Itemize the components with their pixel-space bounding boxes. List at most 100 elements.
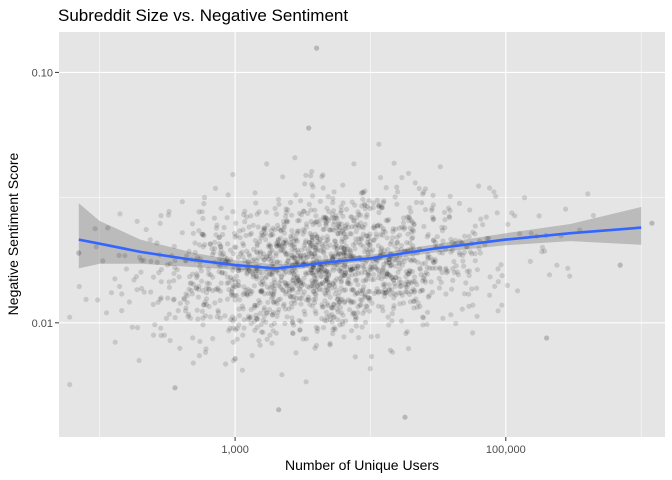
- data-point: [167, 261, 173, 267]
- data-point: [246, 267, 252, 274]
- data-point: [323, 318, 330, 324]
- data-point: [386, 287, 392, 293]
- data-point: [342, 260, 348, 266]
- data-point: [205, 286, 212, 292]
- y-tick-label: 0.10: [32, 67, 53, 79]
- data-point: [361, 201, 367, 207]
- data-point: [257, 288, 263, 294]
- data-point: [252, 268, 258, 274]
- data-point: [193, 286, 199, 292]
- data-point: [486, 235, 492, 241]
- data-point: [375, 290, 382, 296]
- data-point: [252, 302, 258, 308]
- data-point: [359, 203, 365, 209]
- data-point: [281, 218, 287, 224]
- data-point: [256, 297, 262, 304]
- data-point: [312, 345, 318, 351]
- data-point: [293, 258, 300, 265]
- data-point: [331, 314, 337, 321]
- data-point: [268, 322, 274, 328]
- data-point: [290, 319, 296, 325]
- data-point: [331, 314, 337, 320]
- data-point: [334, 306, 340, 312]
- data-point: [230, 171, 236, 178]
- data-point: [326, 209, 332, 215]
- data-point: [289, 320, 295, 326]
- data-point: [313, 279, 319, 285]
- data-point: [406, 170, 412, 176]
- data-point: [248, 230, 254, 236]
- data-point: [331, 244, 337, 250]
- data-point: [236, 265, 242, 272]
- data-point: [218, 205, 224, 211]
- data-point: [259, 232, 265, 239]
- data-point: [291, 255, 298, 261]
- data-point: [333, 225, 339, 231]
- data-point: [413, 199, 420, 205]
- data-point: [283, 289, 289, 295]
- data-point: [239, 367, 245, 373]
- data-point: [288, 240, 294, 246]
- data-point: [219, 252, 225, 258]
- data-point: [291, 297, 297, 304]
- data-point: [201, 233, 207, 239]
- data-point: [322, 254, 329, 261]
- data-point: [150, 332, 157, 338]
- data-point: [323, 219, 330, 225]
- data-point: [274, 300, 280, 307]
- data-point: [399, 175, 405, 181]
- data-point: [285, 258, 291, 264]
- data-point: [269, 295, 275, 301]
- data-point: [280, 248, 286, 254]
- data-point: [376, 204, 382, 210]
- data-point: [495, 279, 501, 285]
- data-point: [410, 228, 417, 234]
- data-point: [389, 275, 395, 281]
- data-point: [158, 266, 164, 273]
- data-point: [332, 238, 338, 244]
- data-point: [290, 278, 296, 284]
- data-point: [229, 277, 235, 283]
- data-point: [367, 238, 373, 244]
- data-point: [365, 269, 371, 275]
- data-point: [456, 200, 463, 206]
- data-point: [148, 258, 154, 264]
- data-point: [265, 243, 271, 250]
- data-point: [401, 300, 407, 306]
- data-point: [477, 250, 483, 256]
- data-point: [201, 201, 207, 207]
- smooth-line-layer: [78, 226, 642, 270]
- data-point: [291, 270, 297, 276]
- data-point: [368, 249, 374, 255]
- data-point: [245, 316, 251, 322]
- data-point: [392, 283, 398, 289]
- data-point: [364, 239, 370, 245]
- data-point: [295, 250, 301, 256]
- data-point: [230, 282, 236, 288]
- data-point: [464, 268, 470, 274]
- data-point: [378, 204, 384, 210]
- data-point: [209, 251, 216, 257]
- data-point: [257, 239, 263, 245]
- data-point: [341, 238, 347, 244]
- data-point: [396, 276, 402, 282]
- data-point: [301, 289, 307, 295]
- data-point: [364, 246, 370, 253]
- data-point: [290, 277, 296, 283]
- data-point: [330, 196, 336, 202]
- data-point: [394, 201, 400, 207]
- data-point: [474, 267, 480, 273]
- data-point: [251, 246, 257, 252]
- data-point: [375, 303, 382, 309]
- data-point: [404, 240, 410, 246]
- data-point: [190, 360, 196, 366]
- data-point: [206, 286, 212, 292]
- data-point: [487, 292, 493, 298]
- data-point: [369, 266, 375, 272]
- data-point: [230, 314, 236, 320]
- data-point: [291, 238, 297, 244]
- data-point: [290, 232, 296, 238]
- data-point: [383, 258, 390, 264]
- data-point: [348, 248, 354, 254]
